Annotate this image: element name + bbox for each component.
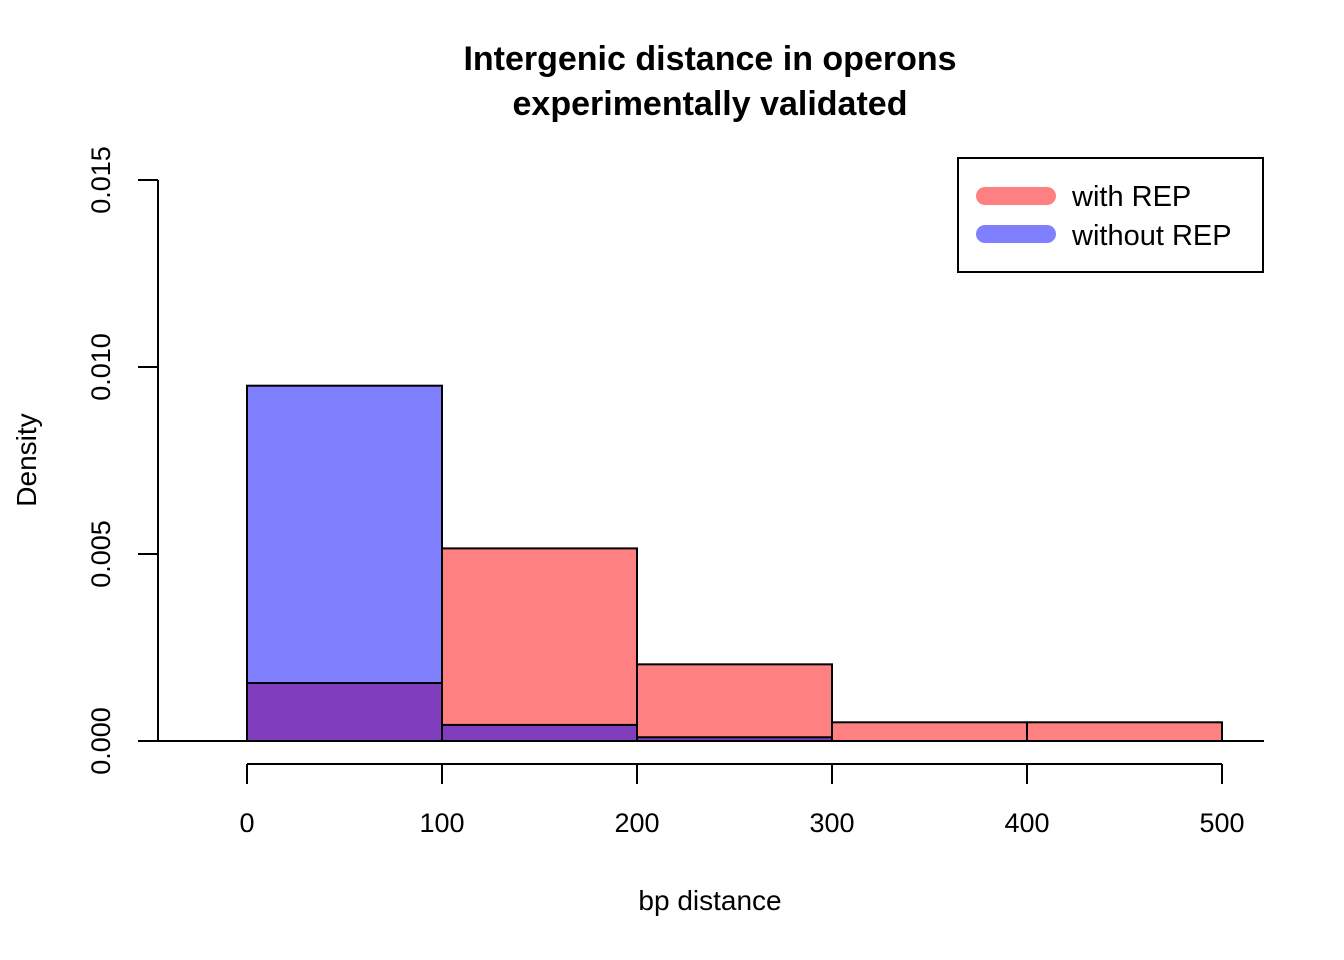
bar-overlap-2 (637, 737, 832, 741)
x-axis: 0 100 200 300 400 500 (239, 763, 1245, 838)
bar-with-rep-1 (442, 548, 637, 725)
legend: with REP without REP (957, 157, 1264, 273)
x-tick-label-0: 0 (239, 808, 254, 838)
y-tick-label-0: 0.000 (86, 707, 116, 775)
chart-title-line-1: Intergenic distance in operons (463, 40, 956, 78)
chart-title-line-2: experimentally validated (513, 85, 908, 123)
y-tick-label-1: 0.005 (86, 520, 116, 588)
legend-box (957, 157, 1264, 273)
y-axis-label: Density (11, 413, 42, 506)
bar-overlap-1 (442, 724, 637, 741)
bar-with-rep-2 (637, 664, 832, 738)
x-tick-label-1: 100 (419, 808, 464, 838)
bar-with-rep-3 (832, 722, 1027, 741)
legend-label-without-rep: without REP (1071, 220, 1232, 252)
bar-overlap-0 (247, 683, 442, 741)
bar-with-rep-4 (1027, 722, 1222, 741)
legend-label-with-rep: with REP (1071, 181, 1191, 213)
x-tick-label-4: 400 (1004, 808, 1049, 838)
bar-without-rep-0 (247, 385, 442, 684)
x-tick-label-5: 500 (1199, 808, 1244, 838)
y-axis: 0.000 0.005 0.010 0.015 (86, 146, 159, 775)
x-tick-label-2: 200 (614, 808, 659, 838)
chart-title: Intergenic distance in operons experimen… (463, 40, 956, 123)
x-tick-label-3: 300 (809, 808, 854, 838)
y-tick-label-3: 0.015 (86, 146, 116, 214)
histogram-bars (246, 384, 1223, 743)
y-tick-label-2: 0.010 (86, 333, 116, 401)
x-axis-label: bp distance (638, 885, 781, 916)
